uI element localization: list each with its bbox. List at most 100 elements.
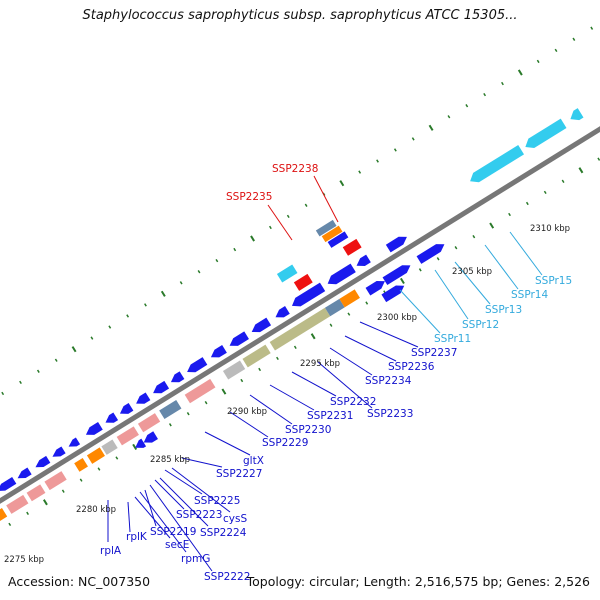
tick-mark — [517, 69, 523, 76]
tick-mark — [26, 511, 30, 515]
gene-feature — [74, 457, 88, 472]
gene-feature — [324, 298, 345, 317]
gene-label-SSP2233: SSP2233 — [367, 408, 413, 420]
gene-feature — [101, 439, 118, 455]
tick-mark — [258, 367, 262, 372]
leader-line — [127, 501, 131, 533]
tick-mark — [399, 277, 405, 284]
tick-mark — [472, 234, 476, 239]
leader-line — [434, 269, 469, 320]
tick-mark — [132, 443, 138, 450]
kbp-label: 2280 kbp — [76, 505, 116, 515]
gene-feature — [275, 306, 290, 318]
gene-feature — [35, 455, 51, 468]
gene-feature — [170, 371, 185, 383]
tick-mark — [71, 346, 77, 353]
gene-label-SSPr13: SSPr13 — [485, 304, 522, 316]
gene-feature — [26, 484, 46, 502]
gene-feature — [385, 236, 407, 253]
gene-feature — [85, 421, 103, 435]
gene-feature — [187, 357, 208, 373]
tick-mark — [19, 380, 22, 385]
kbp-label: 2295 kbp — [300, 359, 340, 369]
tick-mark — [293, 345, 297, 349]
gene-label-SSP2219: SSP2219 — [150, 526, 196, 538]
tick-mark — [376, 159, 379, 163]
leader-line — [249, 394, 293, 425]
gene-feature — [356, 254, 371, 266]
tick-mark — [339, 180, 345, 187]
leader-line — [134, 496, 171, 539]
leader-line — [149, 484, 213, 572]
tick-mark — [79, 478, 83, 482]
tick-mark — [525, 201, 529, 206]
leader-line — [269, 384, 315, 411]
tick-mark — [250, 235, 256, 242]
gene-feature — [291, 282, 326, 307]
tick-mark — [597, 157, 600, 161]
topology-info-text: Topology: circular; Length: 2,516,575 bp… — [246, 574, 590, 589]
tick-mark — [508, 212, 511, 217]
gene-feature — [269, 307, 331, 351]
leader-line — [317, 361, 373, 409]
gene-label-SSP2227: SSP2227 — [216, 468, 262, 480]
leader-line — [139, 491, 187, 553]
gene-label-SSPr12: SSPr12 — [462, 319, 499, 331]
outer-tick-marks — [1, 26, 594, 396]
tick-mark — [436, 257, 440, 261]
gene-label-SSP2237: SSP2237 — [411, 347, 457, 359]
gene-feature — [184, 378, 216, 404]
leader-line — [329, 347, 373, 376]
gene-feature — [327, 263, 356, 285]
tick-mark — [179, 281, 183, 285]
tick-mark — [286, 214, 290, 219]
gene-feature — [251, 317, 272, 333]
gene-feature — [381, 285, 405, 303]
gene-label-SSPr15: SSPr15 — [535, 275, 572, 287]
gene-feature — [293, 273, 313, 291]
gene-feature — [229, 331, 249, 346]
gene-label-rplK: rplK — [126, 531, 148, 543]
tick-mark — [578, 167, 584, 174]
tick-mark — [428, 124, 434, 131]
leader-line — [454, 261, 491, 305]
gene-feature — [137, 413, 161, 433]
tick-mark — [204, 400, 208, 405]
gene-feature — [525, 118, 567, 149]
gene-label-SSP2223: SSP2223 — [176, 509, 222, 521]
inner-tick-marks — [8, 157, 600, 527]
gene-feature — [44, 471, 67, 491]
gene-label-SSPr14: SSPr14 — [511, 289, 548, 301]
gene-feature — [143, 431, 158, 443]
tick-mark — [418, 268, 422, 272]
leader-line — [291, 371, 337, 397]
gene-feature — [6, 494, 29, 514]
tick-mark — [197, 270, 201, 274]
tick-mark — [411, 137, 415, 141]
gene-feature — [382, 265, 411, 285]
gene-feature — [321, 225, 343, 243]
gene-feature — [119, 403, 134, 414]
tick-mark — [501, 81, 504, 86]
tick-mark — [365, 301, 369, 305]
tick-mark — [572, 37, 576, 41]
gene-feature — [315, 219, 337, 237]
gene-label-SSP2238: SSP2238 — [272, 163, 318, 175]
gene-feature — [416, 244, 445, 264]
gene-label-SSP2236: SSP2236 — [388, 361, 435, 373]
tick-mark — [483, 92, 487, 97]
tick-mark — [489, 222, 495, 229]
gene-feature — [570, 108, 584, 121]
tick-mark — [144, 303, 147, 307]
gene-feature — [68, 437, 81, 447]
leader-line — [171, 467, 231, 513]
leader-line — [229, 411, 269, 438]
tick-mark — [347, 312, 351, 316]
gene-feature — [159, 400, 182, 420]
gene-label-gltX: gltX — [243, 455, 264, 467]
gene-label-rplA: rplA — [100, 545, 122, 557]
leader-line — [484, 244, 519, 290]
tick-mark — [90, 336, 94, 340]
gene-label-SSPr11: SSPr11 — [434, 333, 471, 345]
tick-mark — [304, 203, 308, 207]
